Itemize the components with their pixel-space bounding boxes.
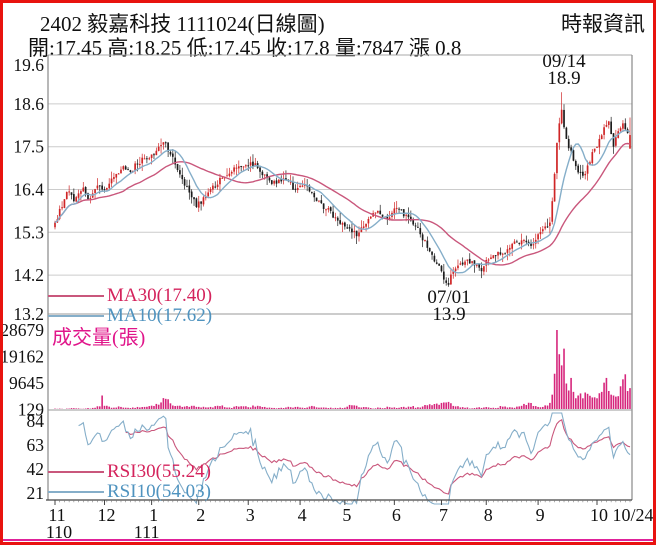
rsi10-line-sample bbox=[48, 491, 104, 493]
svg-text:11: 11 bbox=[48, 505, 65, 525]
svg-text:63: 63 bbox=[27, 435, 45, 455]
svg-text:28679: 28679 bbox=[0, 320, 44, 340]
svg-text:84: 84 bbox=[27, 411, 45, 431]
svg-text:42: 42 bbox=[27, 459, 45, 479]
svg-text:14.2: 14.2 bbox=[13, 265, 44, 285]
ma10-legend-row: MA10(17.62) bbox=[48, 306, 212, 326]
ohlc-summary: 開:17.45 高:18.25 低:17.45 收:17.8 量:7847 漲 … bbox=[28, 36, 462, 60]
svg-text:1: 1 bbox=[149, 505, 158, 525]
ma10-label: MA10(17.62) bbox=[107, 305, 213, 326]
svg-text:2: 2 bbox=[196, 505, 205, 525]
svg-text:12: 12 bbox=[97, 505, 115, 525]
svg-text:13.2: 13.2 bbox=[13, 304, 44, 324]
page-title: 2402 毅嘉科技 1111024(日線圖) bbox=[40, 12, 325, 36]
ma30-legend-row: MA30(17.40) bbox=[48, 286, 212, 306]
svg-text:5: 5 bbox=[342, 505, 351, 525]
ma30-label: MA30(17.40) bbox=[107, 285, 213, 306]
svg-text:19162: 19162 bbox=[0, 347, 44, 367]
svg-text:3: 3 bbox=[246, 505, 255, 525]
svg-text:8: 8 bbox=[484, 505, 493, 525]
svg-text:21: 21 bbox=[27, 483, 45, 503]
svg-text:9: 9 bbox=[536, 505, 545, 525]
svg-text:111: 111 bbox=[134, 522, 160, 542]
svg-text:15.3: 15.3 bbox=[13, 222, 44, 242]
rsi30-label: RSI30(55.24) bbox=[107, 461, 211, 482]
svg-text:129: 129 bbox=[18, 400, 45, 420]
rsi-legend: RSI30(55.24) RSI10(54.03) bbox=[48, 462, 211, 502]
volume-title: 成交量(張) bbox=[52, 327, 146, 349]
svg-text:10: 10 bbox=[590, 505, 608, 525]
annotation-high: 09/14 18.9 bbox=[522, 51, 606, 89]
svg-text:18.6: 18.6 bbox=[13, 94, 44, 114]
source-label: 時報資訊 bbox=[561, 12, 645, 36]
annotation-low: 07/01 13.9 bbox=[407, 287, 491, 325]
rsi30-legend-row: RSI30(55.24) bbox=[48, 462, 211, 482]
annotation-high-date: 09/14 bbox=[542, 51, 586, 72]
svg-text:16.4: 16.4 bbox=[13, 180, 44, 200]
annotation-low-date: 07/01 bbox=[427, 287, 471, 308]
svg-text:110: 110 bbox=[46, 522, 72, 542]
rsi10-legend-row: RSI10(54.03) bbox=[48, 482, 211, 502]
ma10-line-sample bbox=[48, 315, 104, 317]
rsi10-label: RSI10(54.03) bbox=[107, 481, 211, 502]
svg-text:4: 4 bbox=[298, 505, 307, 525]
svg-text:17.5: 17.5 bbox=[13, 137, 44, 157]
annotation-high-value: 18.9 bbox=[547, 68, 581, 89]
rsi30-line-sample bbox=[48, 471, 104, 473]
bottom-accent-line bbox=[3, 539, 653, 541]
annotation-low-value: 13.9 bbox=[432, 304, 466, 325]
svg-text:10/24: 10/24 bbox=[612, 505, 653, 525]
ma-legend: MA30(17.40) MA10(17.62) bbox=[48, 286, 212, 326]
ma30-line-sample bbox=[48, 295, 104, 297]
svg-text:9645: 9645 bbox=[9, 373, 44, 393]
svg-text:6: 6 bbox=[392, 505, 401, 525]
svg-text:19.6: 19.6 bbox=[13, 55, 44, 75]
svg-text:7: 7 bbox=[439, 505, 448, 525]
